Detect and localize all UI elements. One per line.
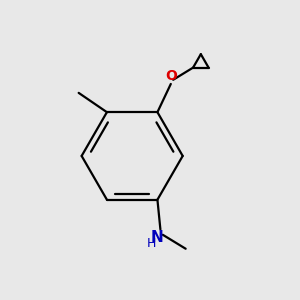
- Text: N: N: [151, 230, 164, 245]
- Text: H: H: [147, 237, 156, 250]
- Text: O: O: [165, 69, 177, 83]
